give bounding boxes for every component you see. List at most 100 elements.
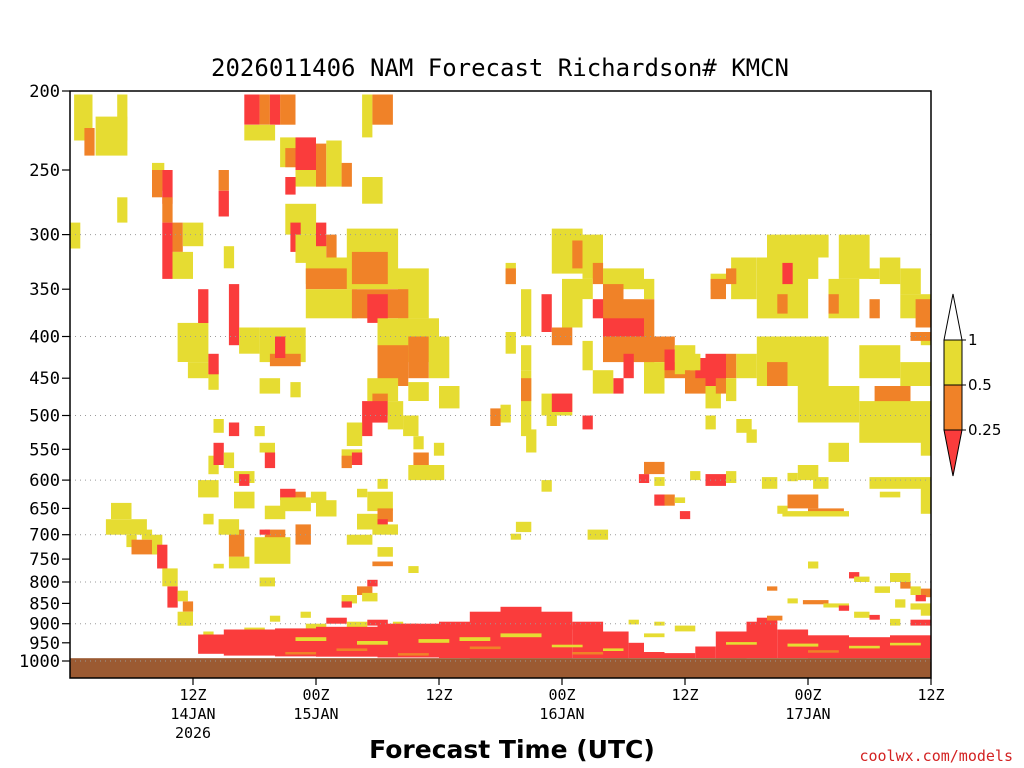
ri-cell-35 — [341, 162, 352, 187]
credit-link[interactable]: coolwx.com/models — [859, 747, 1013, 765]
ri-cell-248 — [900, 582, 911, 589]
ri-cell-168 — [715, 378, 727, 394]
ri-cell-45 — [305, 268, 352, 290]
ri-cell-24 — [244, 94, 260, 125]
ri-cell-2 — [117, 94, 128, 141]
ri-cell-124 — [203, 513, 214, 525]
ri-cell-43 — [326, 234, 337, 258]
legend-label-1: 0.5 — [968, 376, 992, 394]
legend-label-2: 0.25 — [968, 421, 1001, 439]
ri-cell-316 — [890, 642, 921, 646]
ri-cell-296 — [695, 646, 716, 659]
y-tick-label-450: 450 — [29, 369, 60, 389]
ri-cell-141 — [582, 278, 593, 300]
ri-cell-166 — [736, 353, 757, 379]
ri-cell-118 — [198, 480, 219, 498]
ri-cell-203 — [879, 257, 901, 285]
ri-cell-190 — [710, 278, 726, 300]
ri-cell-110 — [131, 539, 158, 555]
ri-cell-51 — [351, 251, 388, 285]
y-tick-label-900: 900 — [29, 615, 60, 635]
y-tick-label-850: 850 — [29, 594, 60, 614]
ri-cell-231 — [920, 483, 932, 514]
ri-cell-163 — [690, 353, 701, 371]
ri-cell-245 — [849, 572, 860, 579]
ri-cell-11 — [172, 222, 183, 252]
ri-cell-232 — [920, 432, 932, 456]
ri-cell-221 — [705, 415, 716, 430]
ri-cell-247 — [890, 573, 911, 582]
ri-cell-297 — [715, 631, 747, 659]
y-tick-label-750: 750 — [29, 550, 60, 570]
ri-cell-310 — [551, 644, 583, 648]
ground-fill — [70, 658, 931, 678]
ri-cell-104 — [234, 491, 255, 509]
x-tick-label-2: 12Z — [425, 686, 452, 704]
ri-cell-274 — [367, 619, 388, 626]
ri-cell-30 — [285, 148, 296, 168]
ri-cell-290 — [541, 611, 573, 659]
ri-cell-258 — [802, 600, 829, 605]
ri-cell-265 — [628, 619, 639, 625]
ri-cell-49 — [367, 294, 388, 323]
ri-cell-283 — [223, 629, 276, 656]
ri-cell-302 — [890, 635, 931, 659]
ri-cell-171 — [505, 268, 516, 285]
ri-cell-227 — [782, 511, 849, 517]
ri-cell-264 — [910, 619, 931, 626]
ri-cell-187 — [587, 529, 609, 540]
ri-cell-38 — [362, 177, 383, 204]
ri-cell-223 — [813, 477, 829, 489]
ri-cell-242 — [690, 471, 701, 481]
ri-cell-259 — [823, 603, 849, 608]
y-tick-label-650: 650 — [29, 499, 60, 519]
ri-cell-308 — [459, 637, 491, 641]
ri-cell-199 — [828, 294, 839, 314]
y-tick-label-700: 700 — [29, 526, 60, 546]
ri-cell-322 — [398, 653, 429, 656]
ri-cell-98 — [377, 547, 393, 557]
ri-cell-66 — [362, 401, 388, 423]
ri-cell-176 — [521, 345, 532, 371]
ri-cell-154 — [644, 362, 665, 394]
ri-cell-79 — [254, 426, 265, 437]
ri-cell-109 — [141, 529, 153, 540]
ri-cell-14 — [177, 322, 209, 362]
ri-cell-317 — [336, 648, 368, 651]
ri-cell-96 — [372, 524, 398, 535]
ri-cell-236 — [654, 494, 665, 506]
ri-cell-288 — [469, 611, 501, 659]
ri-cell-27 — [280, 94, 296, 125]
ri-cell-255 — [920, 607, 932, 616]
ri-cell-306 — [357, 641, 388, 645]
ri-cell-91 — [316, 500, 337, 517]
ri-cell-179 — [526, 429, 537, 453]
ri-cell-145 — [603, 268, 644, 290]
ri-cell-202 — [869, 299, 880, 319]
x-axis-title: Forecast Time (UTC) — [369, 735, 655, 764]
ri-cell-305 — [295, 637, 327, 641]
ri-cell-115 — [177, 590, 188, 602]
ri-cell-12 — [172, 251, 193, 279]
y-tick-label-350: 350 — [29, 280, 60, 300]
ri-cell-243 — [761, 477, 778, 489]
ri-cell-201 — [869, 268, 880, 279]
ri-cell-120 — [213, 442, 224, 465]
ri-cell-178 — [521, 378, 532, 402]
ri-cell-134 — [362, 592, 378, 602]
ri-cell-261 — [854, 611, 870, 618]
ri-cell-321 — [285, 652, 317, 655]
ri-cell-130 — [341, 595, 357, 604]
ri-cell-263 — [890, 618, 901, 626]
ri-cell-81 — [264, 452, 276, 469]
ri-cell-140 — [572, 240, 583, 269]
ri-cell-188 — [541, 480, 552, 492]
ri-cell-107 — [105, 519, 147, 535]
ri-cell-19 — [218, 190, 229, 217]
ri-cell-156 — [592, 370, 614, 394]
ri-cell-90 — [295, 524, 311, 545]
ri-cell-69 — [403, 415, 419, 437]
ri-cell-76 — [408, 465, 445, 481]
ri-cell-253 — [895, 599, 906, 608]
